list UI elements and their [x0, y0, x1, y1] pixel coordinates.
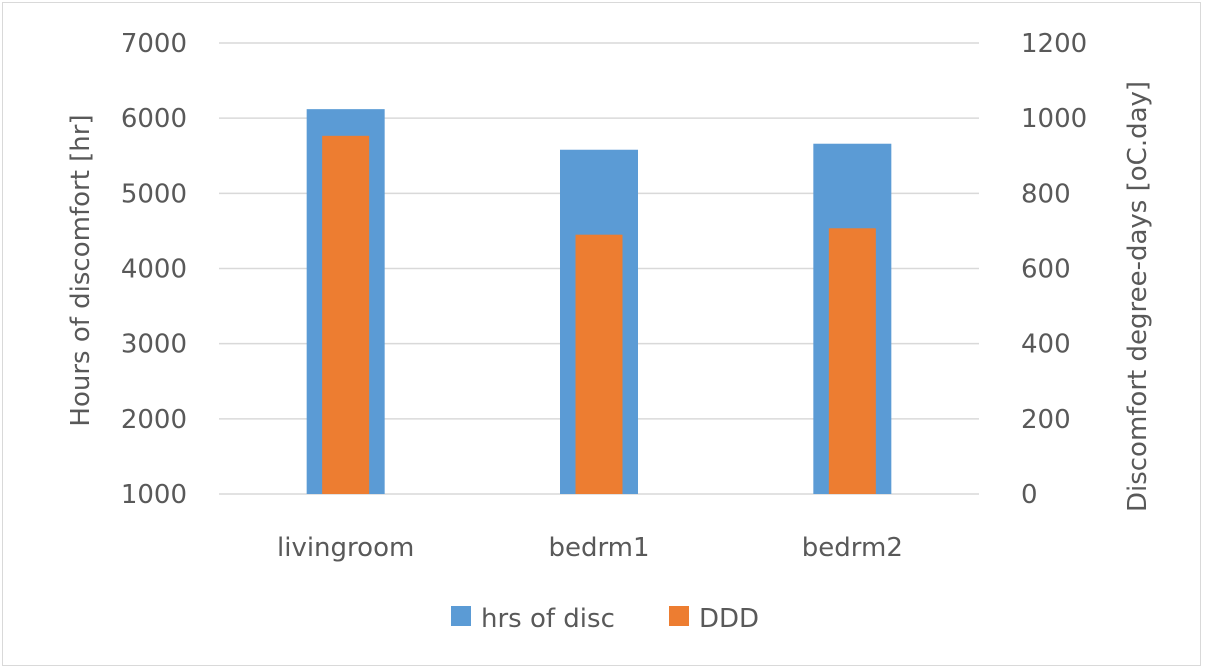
- legend: hrs of disc DDD: [451, 604, 759, 634]
- bars: [306, 109, 892, 495]
- left-tick-label: 7000: [121, 29, 187, 59]
- right-tick-label: 600: [1021, 255, 1071, 285]
- bar-ddd-livingroom: [322, 135, 370, 495]
- left-axis-title: Hours of discomfort [hr]: [66, 114, 96, 426]
- right-tick-label: 400: [1021, 330, 1071, 360]
- left-tick-label: 4000: [121, 255, 187, 285]
- right-axis-title: Discomfort degree-days [oC.day]: [1123, 81, 1153, 512]
- legend-label-ddd: DDD: [699, 604, 759, 634]
- left-tick-label: 2000: [121, 405, 187, 435]
- right-tick-label: 800: [1021, 179, 1071, 209]
- right-axis-ticks: 0 200 400 600 800 1000 1200: [1021, 29, 1087, 510]
- left-tick-label: 6000: [121, 104, 187, 134]
- left-tick-label: 5000: [121, 179, 187, 209]
- right-tick-label: 200: [1021, 405, 1071, 435]
- left-axis-ticks: 1000 2000 3000 4000 5000 6000 7000: [121, 29, 187, 510]
- category-label: bedrm1: [548, 533, 649, 563]
- bar-ddd-bedrm2: [828, 228, 876, 494]
- bar-ddd-bedrm1: [575, 234, 623, 495]
- right-tick-label: 1200: [1021, 29, 1087, 59]
- category-labels: livingroom bedrm1 bedrm2: [277, 533, 903, 563]
- legend-swatch-hrs-of-disc: [451, 606, 471, 626]
- category-label: bedrm2: [802, 533, 903, 563]
- left-tick-label: 3000: [121, 330, 187, 360]
- left-tick-label: 1000: [121, 480, 187, 510]
- legend-label-hrs-of-disc: hrs of disc: [481, 604, 615, 634]
- right-tick-label: 1000: [1021, 104, 1087, 134]
- legend-swatch-ddd: [669, 606, 689, 626]
- category-label: livingroom: [277, 533, 414, 563]
- chart-svg: 1000 2000 3000 4000 5000 6000 7000 0 200 400 600 8…: [66, 29, 1153, 634]
- right-tick-label: 0: [1021, 480, 1038, 510]
